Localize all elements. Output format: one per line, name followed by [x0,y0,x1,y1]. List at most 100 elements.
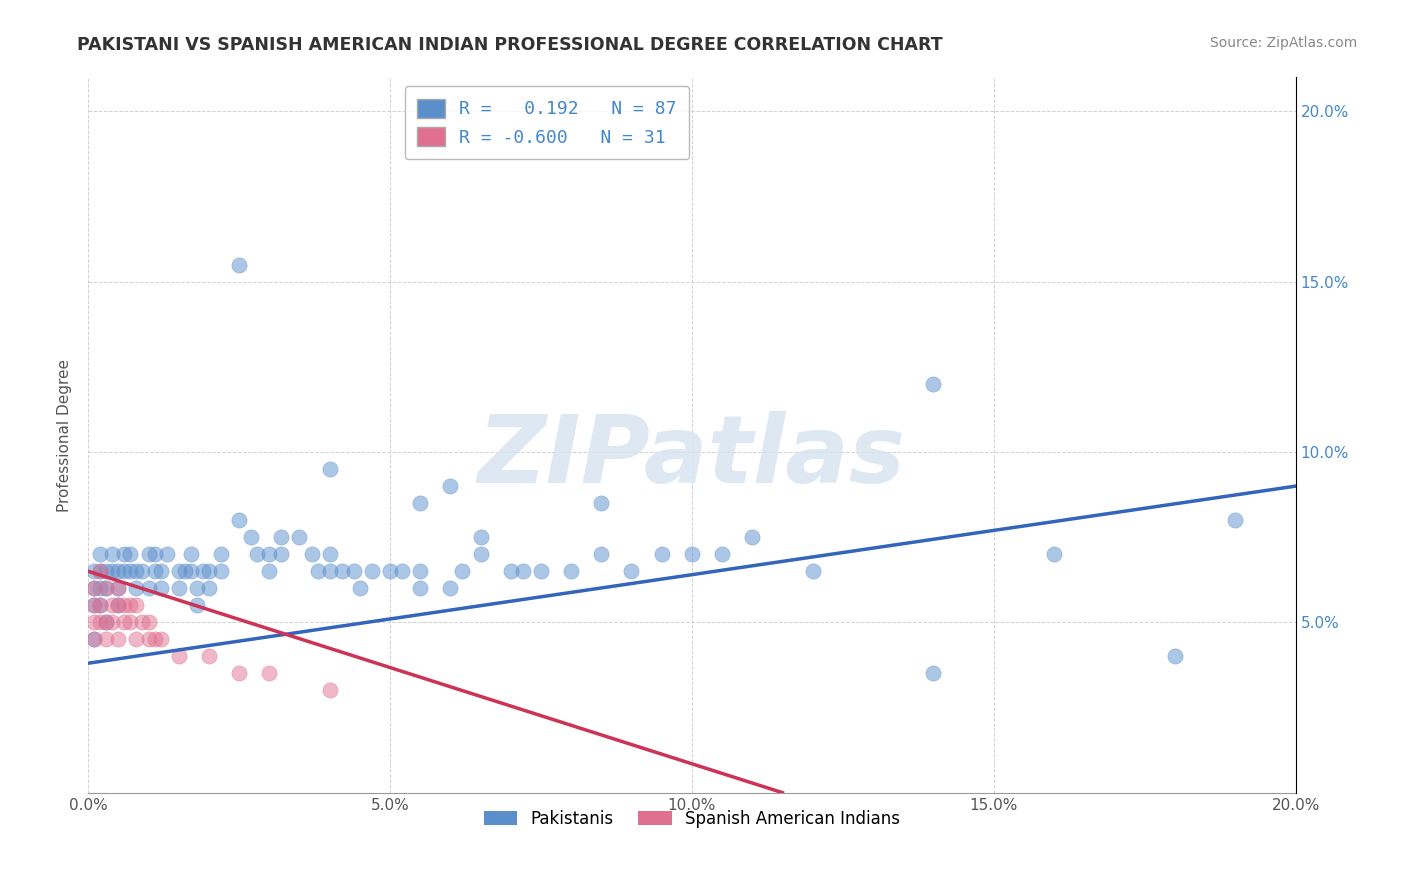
Point [198,649,221,664]
Point [89,564,111,578]
Point [101,547,124,561]
Point [270,530,292,544]
Point [1164,649,1187,664]
Point [167,564,190,578]
Point [409,496,432,510]
Point [89,564,111,578]
Text: Source: ZipAtlas.com: Source: ZipAtlas.com [1209,36,1357,50]
Point [83,599,105,613]
Point [186,599,208,613]
Point [470,530,492,544]
Point [180,547,202,561]
Point [83,564,105,578]
Point [83,632,105,647]
Point [143,632,166,647]
Point [301,547,323,561]
Point [330,564,353,578]
Point [96,564,118,578]
Point [156,547,179,561]
Point [1225,513,1247,527]
Point [198,564,221,578]
Point [131,615,153,630]
Point [318,683,340,698]
Point [112,615,135,630]
Point [228,666,250,681]
Point [391,564,413,578]
Point [378,564,401,578]
Point [228,258,250,272]
Point [246,547,269,561]
Point [107,599,129,613]
Point [191,564,214,578]
Point [209,564,232,578]
Point [167,582,190,596]
Point [307,564,329,578]
Point [530,564,553,578]
Point [107,564,129,578]
Point [922,376,945,391]
Point [512,564,534,578]
Point [741,530,763,544]
Point [125,599,148,613]
Point [240,530,263,544]
Point [288,530,311,544]
Text: ZIPatlas: ZIPatlas [478,410,905,502]
Point [259,666,281,681]
Point [89,582,111,596]
Point [149,582,172,596]
Point [89,615,111,630]
Point [1043,547,1066,561]
Point [101,615,124,630]
Point [83,582,105,596]
Point [173,564,195,578]
Point [143,564,166,578]
Point [125,582,148,596]
Point [96,615,118,630]
Point [361,564,384,578]
Point [318,564,340,578]
Point [89,547,111,561]
Point [83,615,105,630]
Point [209,547,232,561]
Point [89,599,111,613]
Point [451,564,474,578]
Point [107,582,129,596]
Point [470,547,492,561]
Point [107,599,129,613]
Point [180,564,202,578]
Point [120,564,142,578]
Point [270,547,292,561]
Point [922,666,945,681]
Point [96,632,118,647]
Point [138,615,160,630]
Point [138,582,160,596]
Point [112,599,135,613]
Point [83,632,105,647]
Point [439,582,461,596]
Point [149,564,172,578]
Point [138,547,160,561]
Point [560,564,582,578]
Point [681,547,703,561]
Point [801,564,824,578]
Point [107,582,129,596]
Point [349,582,371,596]
Point [120,547,142,561]
Point [439,479,461,493]
Point [83,582,105,596]
Point [143,547,166,561]
Point [318,547,340,561]
Y-axis label: Professional Degree: Professional Degree [58,359,72,511]
Point [101,599,124,613]
Point [89,599,111,613]
Point [591,547,613,561]
Point [112,547,135,561]
Point [125,632,148,647]
Point [651,547,673,561]
Point [409,582,432,596]
Point [409,564,432,578]
Text: PAKISTANI VS SPANISH AMERICAN INDIAN PROFESSIONAL DEGREE CORRELATION CHART: PAKISTANI VS SPANISH AMERICAN INDIAN PRO… [77,36,943,54]
Point [711,547,734,561]
Point [120,615,142,630]
Point [96,582,118,596]
